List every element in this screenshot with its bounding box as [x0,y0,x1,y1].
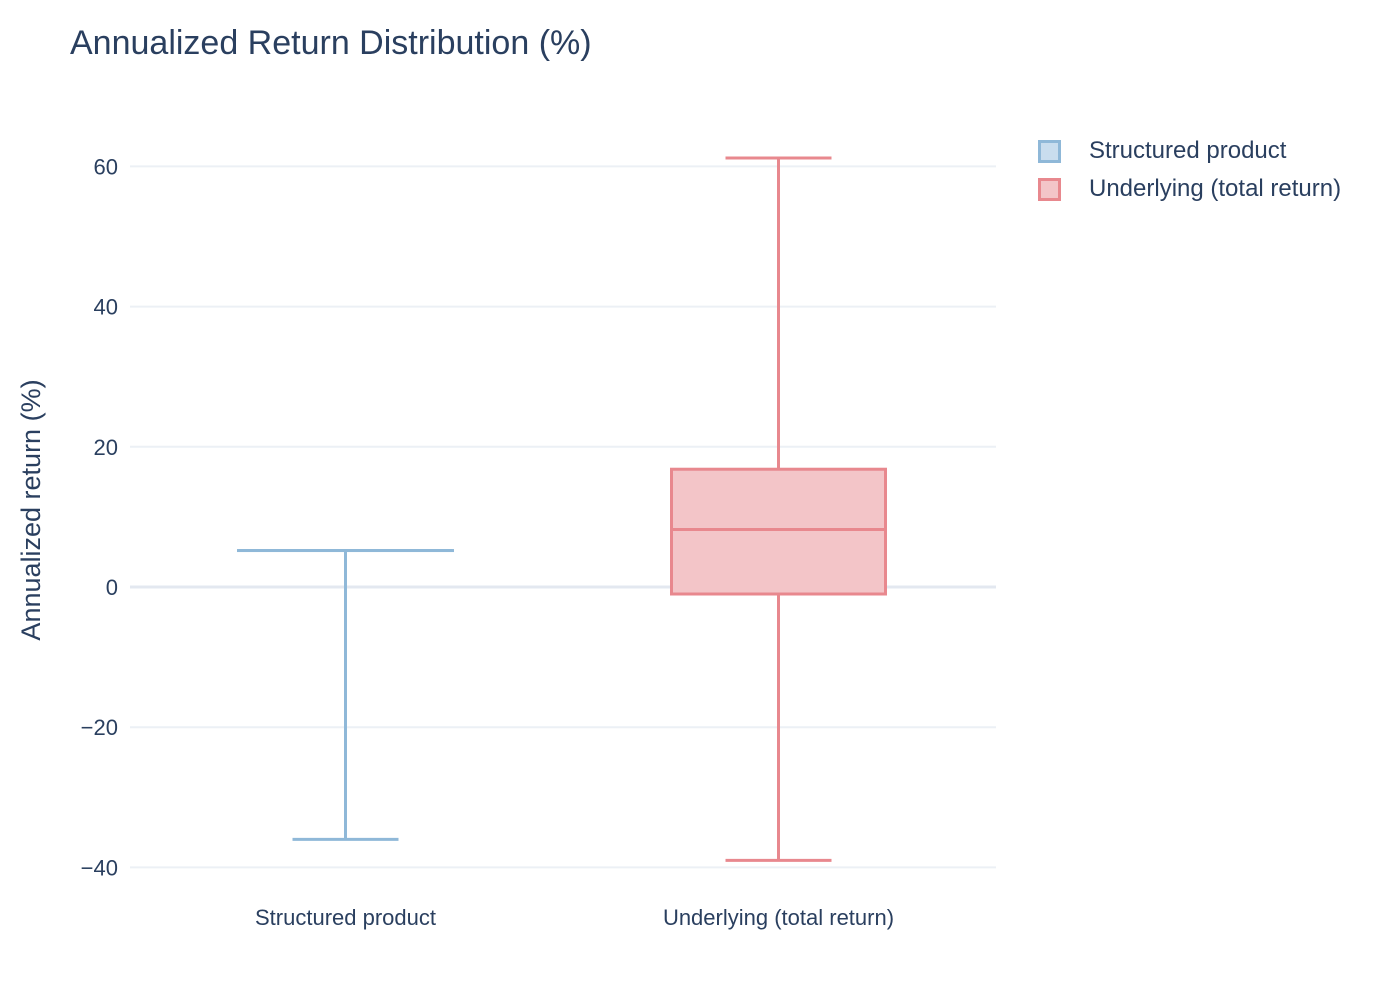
legend-swatch-underlying [1038,177,1061,201]
grid-lines [130,165,996,869]
chart-title: Annualized Return Distribution (%) [70,24,592,62]
y-tick-label: 0 [106,575,118,600]
y-tick-label: −20 [81,715,118,740]
legend-label: Structured product [1089,137,1287,164]
legend-item-underlying[interactable]: Underlying (total return) [1038,170,1341,208]
y-tick-label: 60 [94,154,118,179]
boxes [237,156,887,862]
box-0 [237,549,454,841]
y-axis-ticks: −40 −20 0 20 40 60 [81,154,118,880]
box-1 [670,156,887,862]
legend-swatch-structured-product [1038,139,1061,163]
legend: Structured product Underlying (total ret… [1038,132,1341,208]
y-tick-label: 20 [94,435,118,460]
y-tick-label: 40 [94,295,118,320]
y-axis-title: Annualized return (%) [16,379,46,640]
x-tick-label: Underlying (total return) [663,905,894,930]
legend-label: Underlying (total return) [1089,175,1342,202]
x-axis-ticks: Structured product Underlying (total retu… [255,905,894,930]
y-tick-label: −40 [81,855,118,880]
x-tick-label: Structured product [255,905,436,930]
iqr-box [670,467,887,596]
legend-item-structured-product[interactable]: Structured product [1038,132,1341,170]
